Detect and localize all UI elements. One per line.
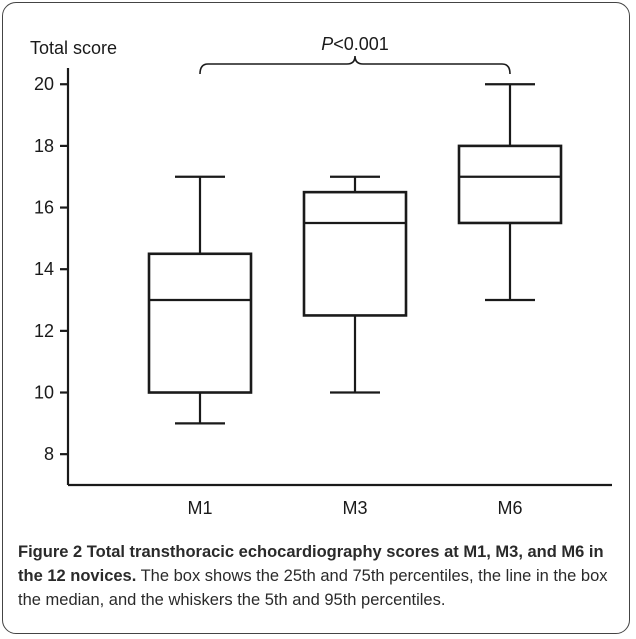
y-tick-label-14: 14: [34, 259, 54, 279]
iqr-box-M1: [147, 252, 253, 394]
y-ticks: 8 10 12 14 16 18 20: [34, 74, 68, 464]
y-tick-label-12: 12: [34, 321, 54, 341]
axes: [66, 68, 612, 487]
x-tick-label-M6: M6: [497, 498, 522, 518]
caption-title: Figure 2 Total transthoracic echocardiog…: [18, 543, 604, 585]
x-tick-label-M3: M3: [342, 498, 367, 518]
p-value-label: P<0.001: [321, 34, 389, 54]
y-tick-label-20: 20: [34, 74, 54, 94]
figure-caption: Figure 2 Total transthoracic echocardiog…: [18, 540, 620, 612]
box-M3: [302, 175, 408, 394]
y-tick-label-8: 8: [44, 444, 54, 464]
y-tick-label-16: 16: [34, 198, 54, 218]
iqr-box-M6: [457, 144, 563, 225]
y-tick-label-10: 10: [34, 383, 54, 403]
p-value-text: <0.001: [333, 34, 389, 54]
box-M6: [457, 83, 563, 302]
caption-body: The box shows the 25th and 75th percenti…: [18, 567, 608, 609]
p-value-letter: P: [321, 34, 333, 54]
significance-bracket: P<0.001: [199, 34, 511, 75]
box-plot: 8 10 12 14 16 18 20 M1 M3 M6 P<0.001 Total score: [30, 34, 612, 518]
bracket-path: [199, 55, 511, 75]
x-tick-label-M1: M1: [187, 498, 212, 518]
boxes: [147, 83, 563, 425]
x-tick-labels: M1 M3 M6: [187, 498, 522, 518]
y-axis-label: Total score: [30, 38, 117, 58]
iqr-box-M3: [302, 190, 408, 317]
figure-frame: [2, 2, 630, 634]
box-M1: [147, 175, 253, 425]
y-tick-label-18: 18: [34, 136, 54, 156]
